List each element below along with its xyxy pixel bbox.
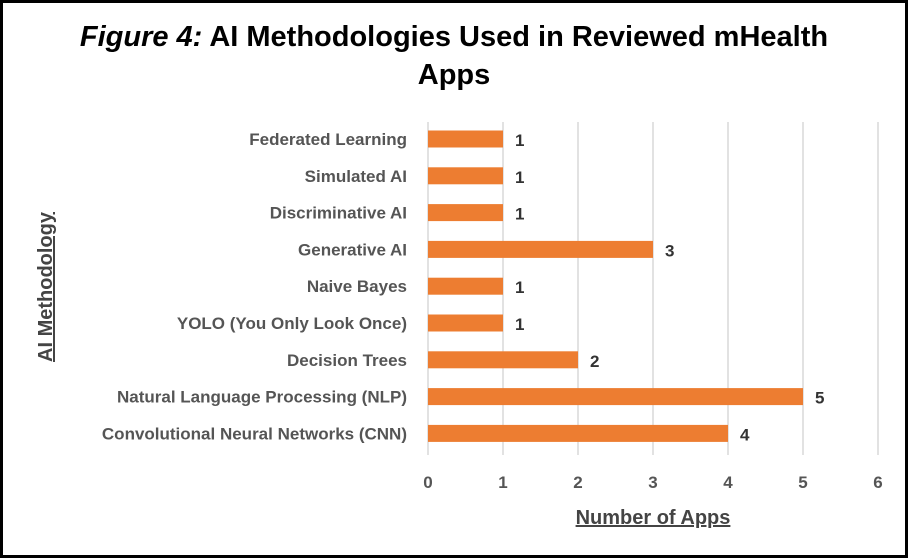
data-label: 4 bbox=[740, 425, 750, 444]
bar bbox=[428, 424, 728, 442]
bar bbox=[428, 277, 503, 295]
chart-title-prefix: Figure 4: bbox=[79, 21, 203, 53]
x-tick-label: 4 bbox=[723, 473, 733, 492]
x-tick-labels: 0 1 2 3 4 5 6 bbox=[423, 473, 882, 492]
category-label: Simulated AI bbox=[305, 167, 407, 186]
category-label: Generative AI bbox=[298, 240, 407, 259]
category-label: Convolutional Neural Networks (CNN) bbox=[102, 424, 407, 443]
bar bbox=[428, 167, 503, 185]
x-tick-label: 6 bbox=[873, 473, 882, 492]
data-labels: 1 1 1 3 1 1 2 5 4 bbox=[515, 131, 824, 444]
chart-title: Figure 4: AI Methodologies Used in Revie… bbox=[60, 18, 848, 94]
category-label: Natural Language Processing (NLP) bbox=[117, 388, 407, 407]
bars bbox=[428, 130, 803, 442]
category-label: YOLO (You Only Look Once) bbox=[177, 314, 407, 333]
data-label: 3 bbox=[665, 241, 674, 260]
x-tick-label: 1 bbox=[498, 473, 507, 492]
bar bbox=[428, 240, 653, 258]
bar bbox=[428, 388, 803, 406]
x-axis-label: Number of Apps bbox=[576, 507, 731, 529]
bar bbox=[428, 351, 578, 369]
category-labels: Federated Learning Simulated AI Discrimina… bbox=[102, 130, 407, 443]
chart-title-main: AI Methodologies Used in Reviewed mHealt… bbox=[209, 21, 829, 91]
data-label: 2 bbox=[590, 352, 599, 371]
category-label: Naive Bayes bbox=[307, 277, 407, 296]
data-label: 1 bbox=[515, 205, 524, 224]
category-label: Federated Learning bbox=[249, 130, 407, 149]
data-label: 1 bbox=[515, 315, 524, 334]
category-label: Discriminative AI bbox=[270, 204, 407, 223]
data-label: 1 bbox=[515, 278, 524, 297]
data-label: 1 bbox=[515, 168, 524, 187]
x-tick-label: 5 bbox=[798, 473, 807, 492]
bar bbox=[428, 130, 503, 148]
y-axis-label: AI Methodology bbox=[35, 211, 57, 362]
bar bbox=[428, 204, 503, 222]
data-label: 5 bbox=[815, 389, 824, 408]
x-tick-label: 2 bbox=[573, 473, 582, 492]
x-tick-label: 0 bbox=[423, 473, 432, 492]
x-tick-label: 3 bbox=[648, 473, 657, 492]
data-label: 1 bbox=[515, 131, 524, 150]
bar bbox=[428, 314, 503, 332]
category-label: Decision Trees bbox=[287, 351, 407, 370]
